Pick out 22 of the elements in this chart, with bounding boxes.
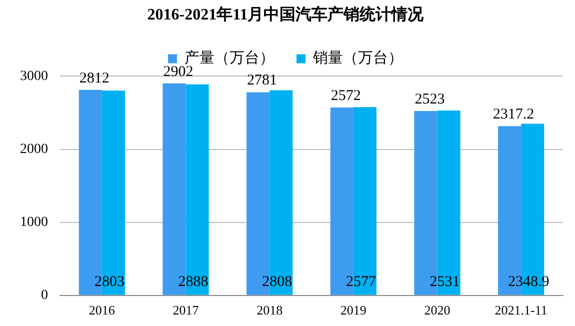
y-tick-label: 2000 — [20, 142, 48, 157]
data-label: 2781 — [247, 72, 278, 89]
chart-title: 2016-2021年11月中国汽车产销统计情况 — [147, 6, 425, 24]
x-tick-label: 2018 — [256, 302, 283, 318]
y-tick-label: 3000 — [20, 68, 48, 84]
x-tick-label: 2017 — [172, 302, 200, 318]
x-tick-label: 2020 — [424, 302, 450, 318]
x-tick-label: 2016 — [88, 302, 116, 318]
data-label: 2572 — [330, 88, 361, 104]
data-label: 2888 — [178, 274, 208, 290]
x-tick-label: 2019 — [340, 302, 366, 318]
data-label: 2531 — [430, 274, 460, 290]
data-label: 2577 — [346, 274, 376, 290]
y-tick-label: 1000 — [20, 215, 48, 230]
data-label: 2317.2 — [492, 106, 534, 123]
legend-label: 销量（万台） — [312, 50, 403, 67]
data-label: 2812 — [79, 70, 110, 86]
data-label: 2523 — [414, 91, 445, 108]
data-label: 2808 — [262, 274, 292, 290]
x-tick-label: 2021.1-11 — [494, 302, 548, 318]
y-tick-label: 0 — [41, 288, 48, 304]
data-label: 2803 — [94, 274, 124, 290]
